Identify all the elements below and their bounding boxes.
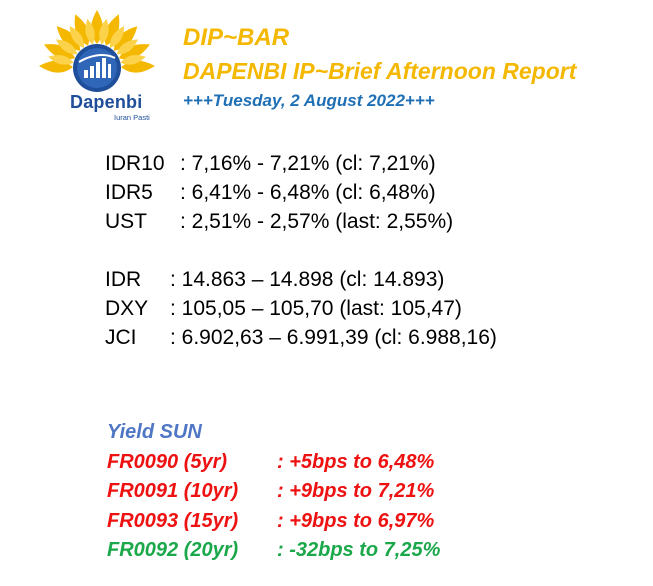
report-title: DIP~BAR	[183, 24, 290, 51]
bond-change: : +9bps to 6,97%	[277, 509, 435, 532]
market-row-jci: JCI : 6.902,63 – 6.991,39 (cl: 6.988,16)	[105, 323, 497, 352]
rate-label: IDR10	[105, 152, 165, 175]
report-subtitle: DAPENBI IP~Brief Afternoon Report	[183, 58, 577, 84]
bond-change: : +5bps to 6,48%	[277, 450, 435, 473]
market-row-idr: IDR : 14.863 – 14.898 (cl: 14.893)	[105, 265, 497, 294]
bond-name: FR0093 (15yr)	[107, 509, 239, 532]
yield-sun-block: Yield SUN FR0090 (5yr) : +5bps to 6,48% F…	[107, 418, 440, 566]
market-label: DXY	[105, 297, 149, 320]
yield-row-fr0092: FR0092 (20yr) : -32bps to 7,25%	[107, 536, 440, 566]
bond-name: FR0090 (5yr)	[107, 450, 228, 473]
markets-block: IDR : 14.863 – 14.898 (cl: 14.893) DXY : 1…	[105, 265, 497, 352]
rates-block: IDR10 : 7,16% - 7,21% (cl: 7,21%) IDR5 : 6…	[105, 149, 453, 236]
bond-name: FR0091 (10yr)	[107, 480, 239, 503]
sunburst-logo-icon	[39, 10, 155, 92]
rate-label: IDR5	[105, 181, 153, 204]
yield-sun-heading: Yield SUN	[107, 421, 202, 443]
yield-row-fr0091: FR0091 (10yr) : +9bps to 7,21%	[107, 477, 440, 507]
rate-value: : 2,51% - 2,57% (last: 2,55%)	[180, 210, 454, 233]
market-value: : 14.863 – 14.898 (cl: 14.893)	[170, 268, 445, 291]
dapenbi-logo: Dapenbi Iuran Pasti	[22, 10, 172, 122]
bond-change: : +9bps to 7,21%	[277, 480, 435, 503]
rate-label: UST	[105, 210, 147, 233]
market-value: : 105,05 – 105,70 (last: 105,47)	[170, 297, 462, 320]
rate-row-idr5: IDR5 : 6,41% - 6,48% (cl: 6,48%)	[105, 178, 453, 207]
rate-row-ust: UST : 2,51% - 2,57% (last: 2,55%)	[105, 207, 453, 236]
bond-change: : -32bps to 7,25%	[277, 539, 441, 562]
report-date: +++Tuesday, 2 August 2022+++	[183, 91, 435, 110]
rate-row-idr10: IDR10 : 7,16% - 7,21% (cl: 7,21%)	[105, 149, 453, 178]
rate-value: : 7,16% - 7,21% (cl: 7,21%)	[180, 152, 436, 175]
logo-wordmark: Dapenbi	[70, 92, 143, 112]
market-label: JCI	[105, 326, 137, 349]
logo-tagline: Iuran Pasti	[114, 113, 150, 122]
market-value: : 6.902,63 – 6.991,39 (cl: 6.988,16)	[170, 326, 497, 349]
market-label: IDR	[105, 268, 142, 291]
rate-value: : 6,41% - 6,48% (cl: 6,48%)	[180, 181, 436, 204]
yield-row-fr0090: FR0090 (5yr) : +5bps to 6,48%	[107, 448, 440, 478]
bond-name: FR0092 (20yr)	[107, 539, 239, 562]
yield-row-fr0093: FR0093 (15yr) : +9bps to 6,97%	[107, 507, 440, 537]
market-row-dxy: DXY : 105,05 – 105,70 (last: 105,47)	[105, 294, 497, 323]
